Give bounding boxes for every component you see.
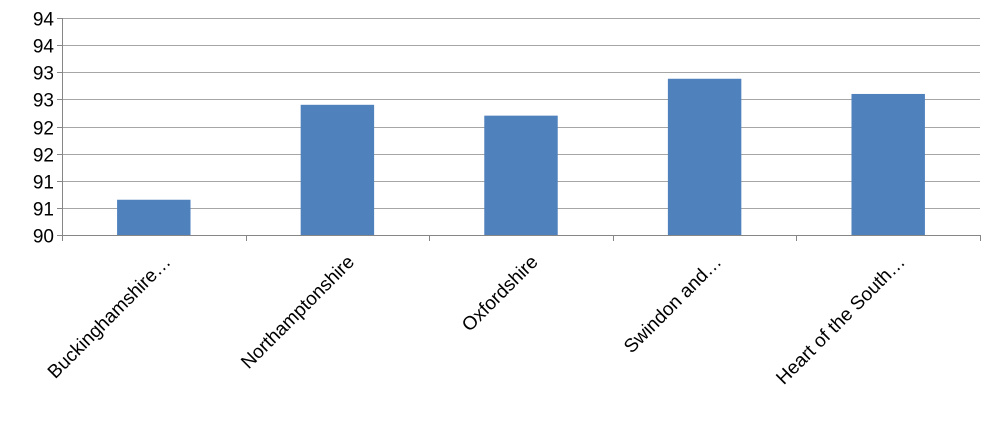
axes (62, 18, 981, 241)
y-tick-label: 93 (33, 91, 54, 112)
x-axis-labels: Buckinghamshire… Northamptonshire Oxfordsh… (44, 252, 910, 389)
y-tick-label: 90 (33, 227, 54, 248)
bar (484, 115, 558, 235)
bar (300, 104, 375, 235)
y-tick-label: 92 (33, 119, 54, 140)
x-category-label: Oxfordshire (458, 252, 542, 336)
bar (851, 93, 925, 235)
bar (117, 199, 191, 235)
x-category-label: Buckinghamshire… (44, 252, 175, 383)
y-tick-label: 93 (33, 64, 54, 85)
y-tick-label: 92 (33, 146, 54, 167)
y-tick-label: 94 (33, 37, 55, 58)
y-tick-label: 91 (33, 200, 54, 221)
y-axis-ticks: 90 91 91 92 92 93 93 94 94 (33, 10, 62, 248)
bar (667, 78, 742, 235)
y-tick-label: 94 (33, 10, 55, 31)
y-tick-label: 91 (33, 173, 54, 194)
bars (117, 78, 925, 235)
x-category-label: Heart of the South… (772, 252, 909, 389)
x-category-label: Northamptonshire (237, 252, 359, 374)
x-category-label: Swindon and… (620, 252, 726, 358)
